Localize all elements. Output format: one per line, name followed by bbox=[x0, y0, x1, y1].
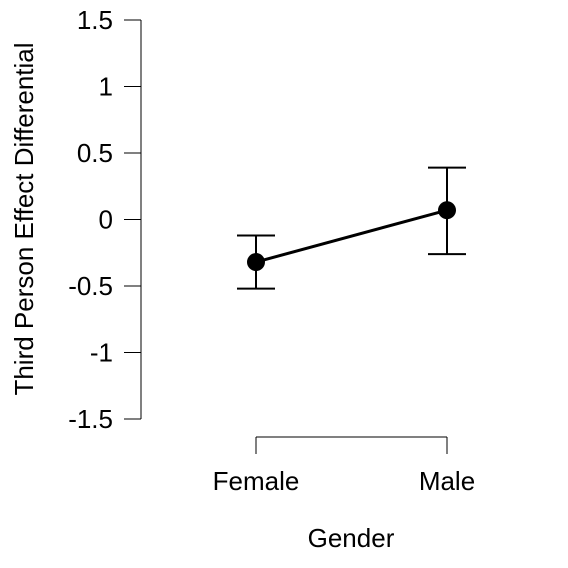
y-tick-label: 0.5 bbox=[77, 138, 113, 168]
data-point bbox=[438, 201, 456, 220]
y-tick-label: 1.5 bbox=[77, 5, 113, 35]
x-tick-label: Male bbox=[419, 466, 475, 496]
y-tick-label: 0 bbox=[99, 205, 113, 235]
data-point bbox=[247, 253, 265, 272]
x-tick-label: Female bbox=[213, 466, 300, 496]
y-axis: -1.5 -1 -0.5 0 0.5 1 1.5 bbox=[68, 5, 142, 434]
series-line bbox=[255, 208, 448, 264]
y-axis-title: Third Person Effect Differential bbox=[9, 42, 39, 395]
x-axis-title: Gender bbox=[308, 523, 395, 553]
y-tick-label: -0.5 bbox=[68, 271, 113, 301]
y-tick-label: -1 bbox=[90, 338, 113, 368]
y-tick-label: -1.5 bbox=[68, 404, 113, 434]
plot-area bbox=[237, 166, 466, 290]
x-axis: Female Male bbox=[213, 436, 475, 496]
y-tick-label: 1 bbox=[99, 72, 113, 102]
